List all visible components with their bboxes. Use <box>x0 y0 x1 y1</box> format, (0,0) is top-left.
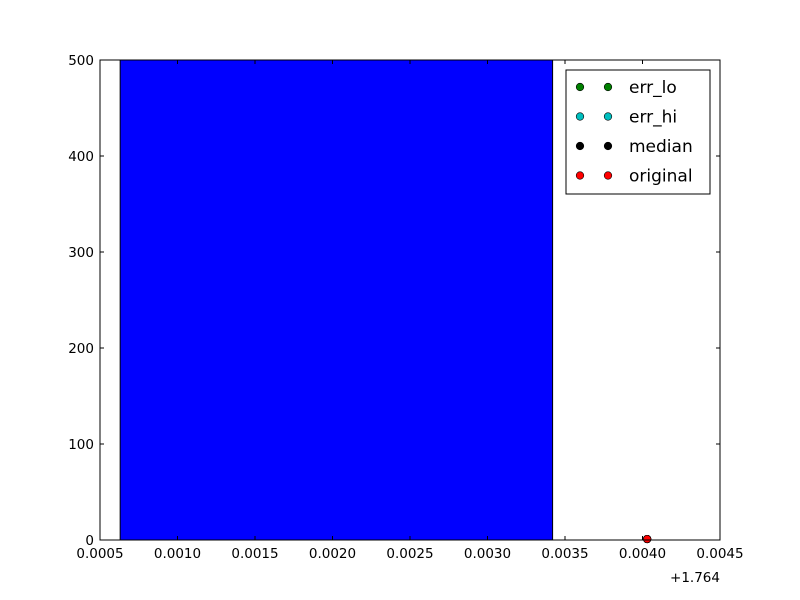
legend-box <box>565 69 711 195</box>
x-tick-label: 0.0010 <box>154 546 201 562</box>
legend-marker-err_hi <box>603 112 613 121</box>
y-tick-label: 400 <box>68 149 94 165</box>
x-tick-label: 0.0020 <box>309 546 356 562</box>
bars-layer <box>119 59 554 541</box>
y-tick-label: 500 <box>68 53 94 69</box>
data-point-original <box>643 534 652 544</box>
x-tick-label: 0.0015 <box>231 546 278 562</box>
y-tick-label: 0 <box>85 533 94 549</box>
x-tick-label: 0.0025 <box>386 546 433 562</box>
x-tick-label: 0.0040 <box>619 546 666 562</box>
legend-marker-err_lo <box>603 82 613 92</box>
y-tick-label: 200 <box>68 341 94 357</box>
legend-marker-err_lo <box>575 82 585 92</box>
y-tick-label: 100 <box>68 437 94 453</box>
legend-label-original: original <box>629 167 693 187</box>
y-axis: 0 100 200 300 400 500 <box>68 53 720 549</box>
legend-marker-original <box>575 171 585 180</box>
x-tick-label: 0.0005 <box>76 546 123 562</box>
legend-marker-median <box>603 141 613 151</box>
legend-marker-original <box>603 171 613 180</box>
legend-label-err_lo: err_lo <box>629 78 677 98</box>
x-tick-label: 0.0030 <box>464 546 511 562</box>
x-offset-label: +1.764 <box>670 570 720 586</box>
x-tick-label: 0.0045 <box>696 546 743 562</box>
legend-marker-err_hi <box>575 112 585 121</box>
x-axis: 0.0005 0.0010 0.0015 0.0020 0.0025 0.0030 0.00… <box>76 60 744 562</box>
legend-marker-median <box>575 141 585 151</box>
legend-label-median: median <box>629 137 693 157</box>
x-tick-label: 0.0035 <box>541 546 588 562</box>
points-layer <box>643 534 652 544</box>
legend-label-err_hi: err_hi <box>629 108 677 128</box>
histogram-bar <box>119 59 554 541</box>
y-tick-label: 300 <box>68 245 94 261</box>
